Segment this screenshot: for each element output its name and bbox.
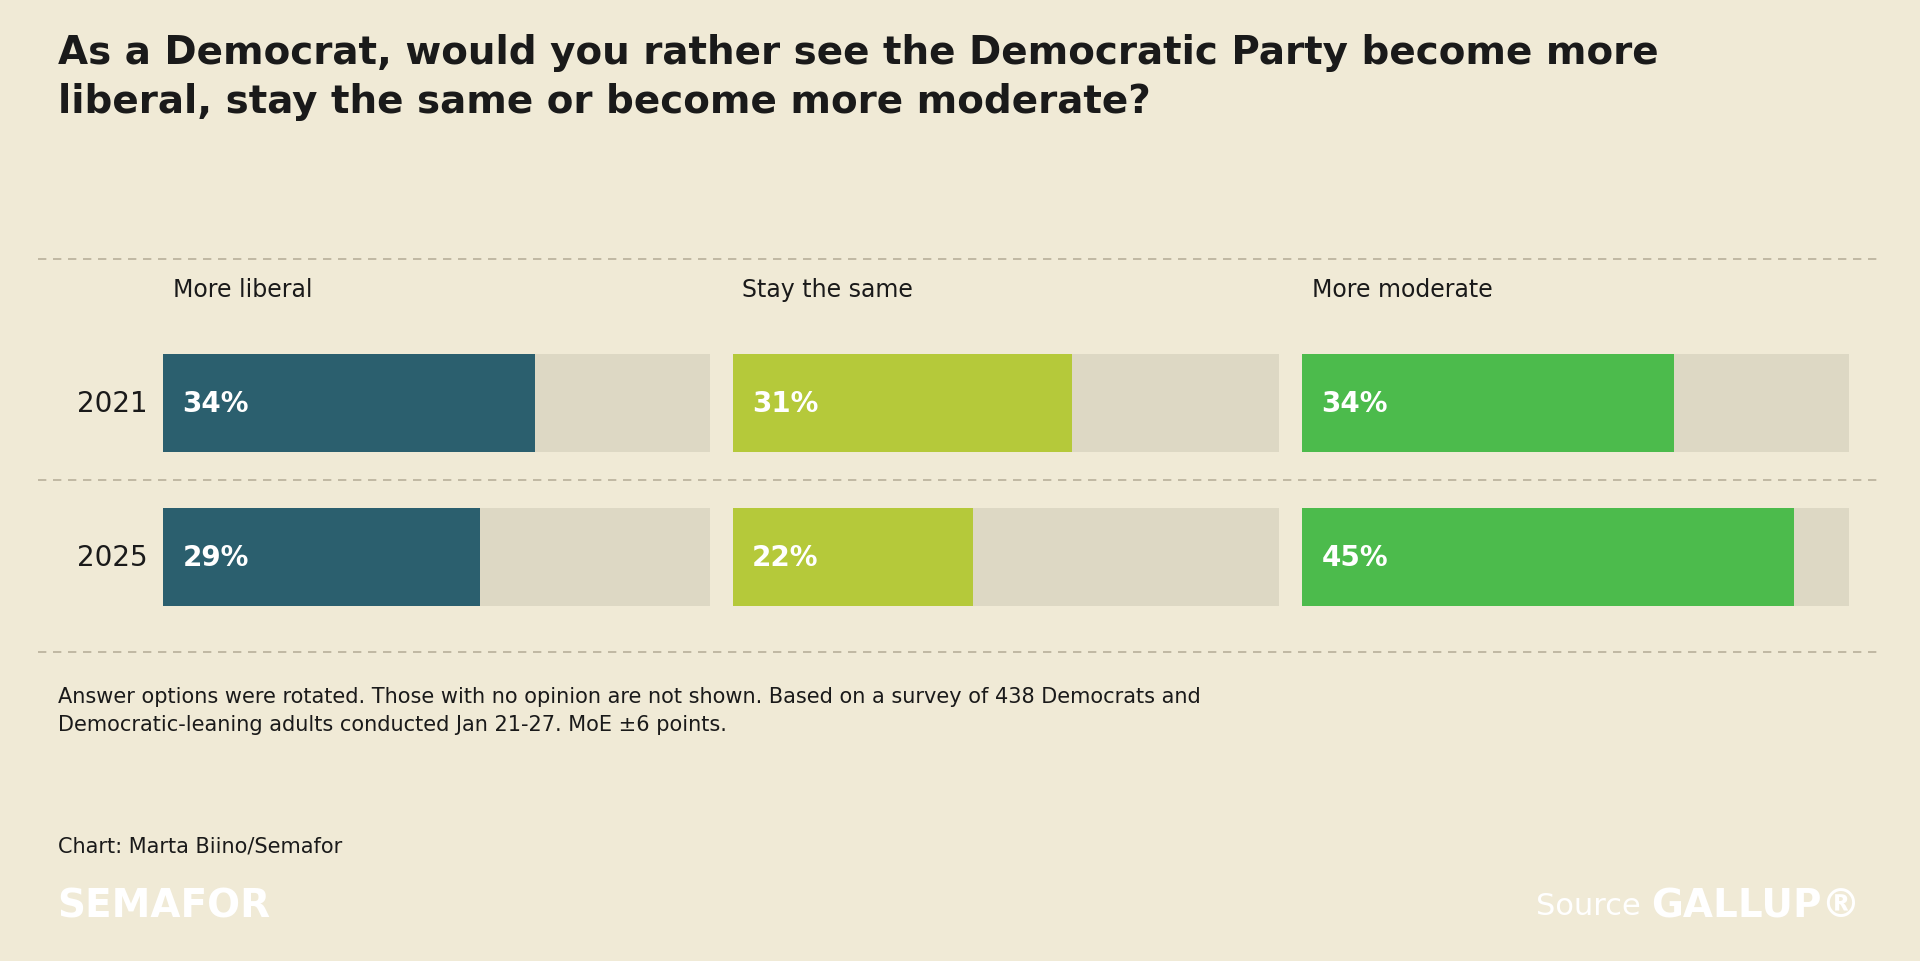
Text: 31%: 31%: [753, 390, 818, 418]
FancyBboxPatch shape: [733, 508, 973, 606]
Text: Stay the same: Stay the same: [743, 278, 914, 302]
FancyBboxPatch shape: [733, 355, 1279, 453]
Text: As a Democrat, would you rather see the Democratic Party become more
liberal, st: As a Democrat, would you rather see the …: [58, 34, 1659, 120]
FancyBboxPatch shape: [163, 508, 710, 606]
Text: 34%: 34%: [1321, 390, 1388, 418]
Text: 2021: 2021: [77, 390, 148, 418]
Text: 2025: 2025: [77, 543, 148, 571]
Text: 29%: 29%: [182, 543, 250, 571]
FancyBboxPatch shape: [163, 508, 480, 606]
FancyBboxPatch shape: [733, 508, 1279, 606]
Text: Chart: Marta Biino/Semafor: Chart: Marta Biino/Semafor: [58, 836, 342, 855]
FancyBboxPatch shape: [1302, 508, 1795, 606]
Text: More moderate: More moderate: [1311, 278, 1492, 302]
FancyBboxPatch shape: [163, 355, 710, 453]
Text: 22%: 22%: [753, 543, 818, 571]
FancyBboxPatch shape: [1302, 355, 1849, 453]
FancyBboxPatch shape: [733, 355, 1071, 453]
Text: SEMAFOR: SEMAFOR: [58, 887, 271, 924]
Text: Answer options were rotated. Those with no opinion are not shown. Based on a sur: Answer options were rotated. Those with …: [58, 687, 1200, 735]
FancyBboxPatch shape: [163, 355, 536, 453]
Text: 34%: 34%: [182, 390, 250, 418]
FancyBboxPatch shape: [1302, 508, 1849, 606]
FancyBboxPatch shape: [1302, 355, 1674, 453]
Text: GALLUP®: GALLUP®: [1651, 887, 1860, 924]
Text: 45%: 45%: [1321, 543, 1388, 571]
Text: More liberal: More liberal: [173, 278, 313, 302]
Text: Source: Source: [1536, 891, 1642, 921]
